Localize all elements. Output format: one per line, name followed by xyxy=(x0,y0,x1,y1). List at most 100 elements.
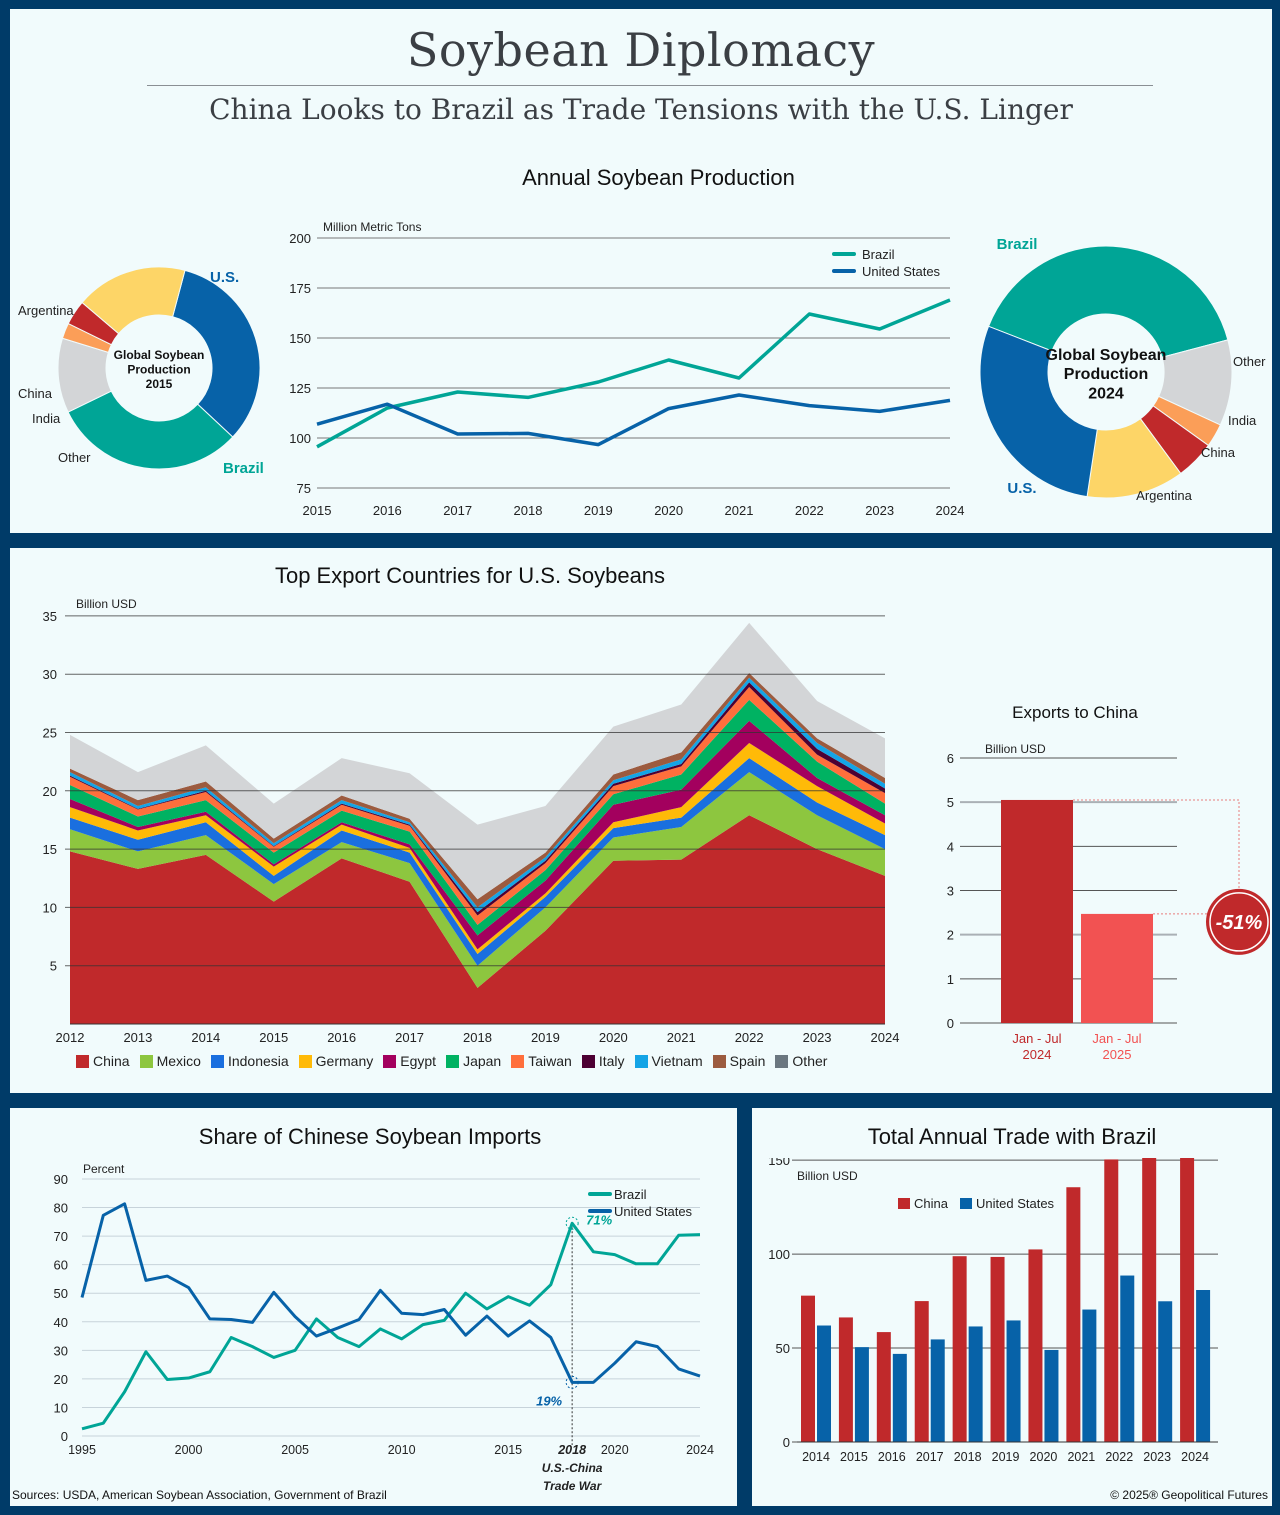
legend-swatch xyxy=(581,1054,595,1068)
legend-label: Taiwan xyxy=(528,1053,572,1069)
legend-label: Other xyxy=(792,1053,828,1069)
y-tick-label: 3 xyxy=(947,884,954,899)
donut-center-label: 2015 xyxy=(146,377,173,391)
y-axis-label: Percent xyxy=(83,1162,125,1176)
legend-item-indonesia: Indonesia xyxy=(210,1053,289,1069)
x-tick-label: 2015 xyxy=(259,1030,288,1045)
legend-label: Egypt xyxy=(400,1053,437,1069)
y-tick-label: 40 xyxy=(54,1315,68,1330)
bar-china xyxy=(876,1332,891,1442)
x-tick-label: 2023 xyxy=(1143,1450,1171,1464)
copyright-note: © 2025® Geopolitical Futures xyxy=(1110,1488,1268,1502)
x-tick-label: 2016 xyxy=(327,1030,356,1045)
x-tick-label: 2025 xyxy=(1103,1047,1132,1062)
donut-slice-argentina xyxy=(81,266,186,335)
exports-legend: China Mexico Indonesia Germany Egypt Japan Tai… xyxy=(76,1053,837,1069)
donut-label-china: China xyxy=(1201,445,1236,460)
y-tick-label: 150 xyxy=(289,331,311,346)
bar-united-states xyxy=(1044,1349,1059,1442)
bar-china xyxy=(1066,1187,1081,1442)
x-tick-label: 2020 xyxy=(601,1443,629,1457)
legend-swatch xyxy=(383,1054,397,1068)
annotation-circle xyxy=(565,1375,579,1389)
bar-united-states xyxy=(854,1347,869,1442)
y-tick-label: 0 xyxy=(783,1435,790,1450)
donut-slice-brazil xyxy=(987,245,1229,358)
exports-china-title: Exports to China xyxy=(1012,703,1138,722)
brazil-trade-bar-chart: Billion USD 0 50 100 150 2014 2015 2016 2017 2018… xyxy=(768,1158,1218,1464)
legend-label: China xyxy=(914,1196,949,1211)
x-tick-label: 2020 xyxy=(599,1030,628,1045)
y-tick-label: 2 xyxy=(947,928,954,943)
donut-label-china: China xyxy=(18,386,53,401)
y-tick-label: 75 xyxy=(297,481,311,496)
bar-united-states xyxy=(892,1353,907,1442)
bar-united-states xyxy=(1006,1320,1021,1442)
legend-swatch xyxy=(298,1054,312,1068)
legend-item-vietnam: Vietnam xyxy=(634,1053,703,1069)
series-line-united-states xyxy=(80,1202,701,1384)
y-tick-label: 1 xyxy=(947,972,954,987)
y-tick-label: 6 xyxy=(947,751,954,766)
legend-swatch xyxy=(210,1054,224,1068)
y-tick-label: 4 xyxy=(947,839,954,854)
legend-label: United States xyxy=(614,1204,693,1219)
brazil-trade-panel: Total Annual Trade with Brazil Billion U… xyxy=(752,1108,1272,1506)
legend-item-other: Other xyxy=(775,1053,827,1069)
x-tick-label: 2024 xyxy=(871,1030,900,1045)
donut-label-argentina: Argentina xyxy=(18,303,74,318)
bar-china xyxy=(990,1256,1005,1442)
legend-item-spain: Spain xyxy=(712,1053,765,1069)
donut-center-label: 2024 xyxy=(1088,385,1124,402)
annotation-leader xyxy=(1073,799,1240,894)
bar-united-states xyxy=(1196,1290,1211,1442)
legend-swatch xyxy=(634,1054,648,1068)
area-series-china xyxy=(70,815,885,1024)
donut-center-label: Global Soybean xyxy=(114,348,205,362)
legend-item-mexico: Mexico xyxy=(139,1053,201,1069)
series-line-brazil xyxy=(81,1221,701,1431)
y-tick-label: 25 xyxy=(43,726,57,741)
y-tick-label: 175 xyxy=(289,281,311,296)
x-tick-label: 2022 xyxy=(795,503,824,518)
y-axis-label: Billion USD xyxy=(797,1169,858,1183)
donut-label-brazil: Brazil xyxy=(223,460,264,477)
donut-chart-2024: Brazil Other India China Argentina U.S. Global… xyxy=(979,236,1266,503)
y-tick-label: 200 xyxy=(289,231,311,246)
series-line-united-states xyxy=(316,393,951,447)
x-tick-label: 2014 xyxy=(191,1030,220,1045)
legend-swatch xyxy=(446,1054,460,1068)
x-tick-label: 2024 xyxy=(1181,1450,1209,1464)
import-share-line-chart: Percent 0 10 20 30 40 50 60 70 80 90 1995 2000 2005 20… xyxy=(54,1162,714,1493)
x-tick-label: 2019 xyxy=(992,1450,1020,1464)
legend-label: Brazil xyxy=(614,1187,647,1202)
y-axis-label: Million Metric Tons xyxy=(323,220,421,234)
x-tick-label: 2017 xyxy=(916,1450,944,1464)
y-tick-label: 0 xyxy=(947,1016,954,1031)
x-tick-label: 2017 xyxy=(443,503,472,518)
x-tick-label: 2014 xyxy=(802,1450,830,1464)
legend-label: Germany xyxy=(315,1053,374,1069)
x-tick-label: 2017 xyxy=(395,1030,424,1045)
donut-hole xyxy=(1049,315,1163,429)
y-tick-label: 80 xyxy=(54,1201,68,1216)
y-tick-label: 125 xyxy=(289,381,311,396)
donut-chart-2015: U.S. Brazil Other India China Argentina Global… xyxy=(18,266,264,477)
bar-china xyxy=(838,1317,853,1442)
x-tick-label: 2022 xyxy=(1105,1450,1133,1464)
legend-label: Brazil xyxy=(862,247,895,262)
donut-center-label: Production xyxy=(127,362,190,376)
legend-item-taiwan: Taiwan xyxy=(511,1053,572,1069)
x-tick-label: 2024 xyxy=(936,503,965,518)
x-tick-label: 2023 xyxy=(865,503,894,518)
donut-label-us: U.S. xyxy=(1007,480,1036,497)
x-tick-label: 2018 xyxy=(954,1450,982,1464)
y-tick-label: 50 xyxy=(54,1286,68,1301)
x-annotation-label: Trade War xyxy=(543,1479,603,1493)
legend-swatch xyxy=(712,1054,726,1068)
legend-item-egypt: Egypt xyxy=(383,1053,436,1069)
x-tick-label: 2021 xyxy=(725,503,754,518)
donut-label-india: India xyxy=(32,411,61,426)
legend-swatch xyxy=(139,1054,153,1068)
